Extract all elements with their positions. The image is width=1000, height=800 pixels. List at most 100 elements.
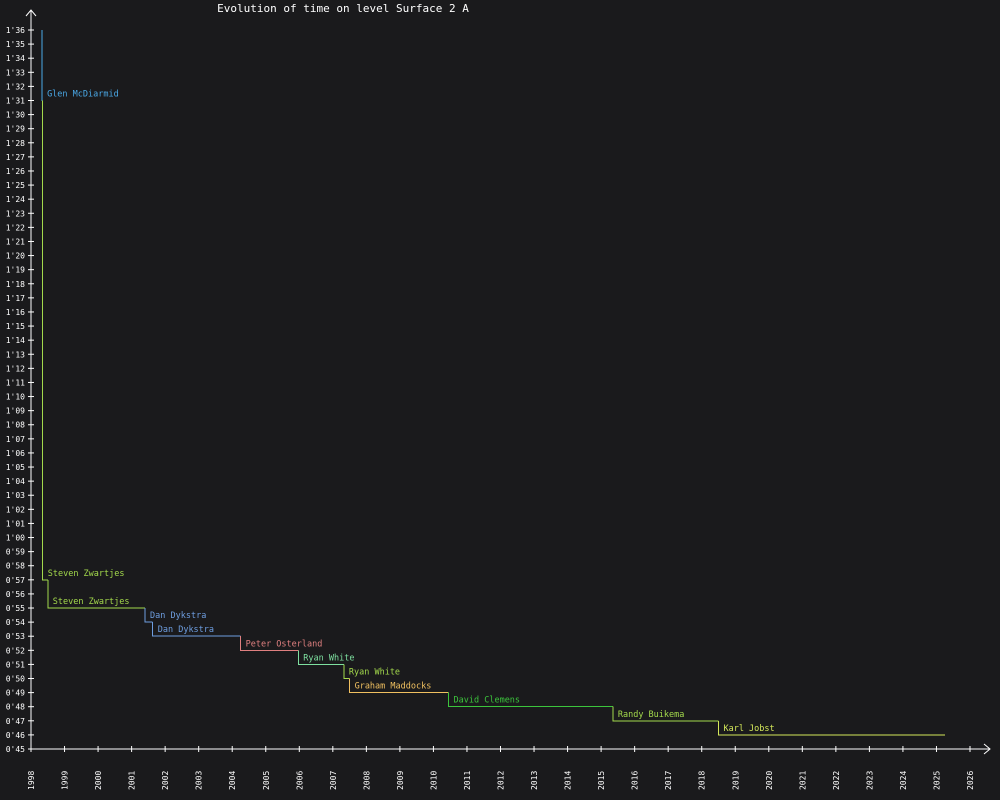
- y-tick-label: 1'00: [6, 534, 25, 543]
- x-tick-label: 2008: [362, 771, 371, 790]
- record-holder-label: Ryan White: [303, 653, 354, 663]
- x-tick-label: 1999: [61, 771, 70, 790]
- y-tick-label: 0'50: [6, 675, 25, 684]
- x-tick-label: 2017: [664, 771, 673, 790]
- y-tick-label: 1'13: [6, 350, 25, 359]
- record-segment: [448, 692, 613, 708]
- y-tick-label: 0'45: [6, 745, 25, 754]
- x-tick-label: 2002: [161, 771, 170, 790]
- y-tick-label: 1'32: [6, 82, 25, 91]
- x-axis-arrow: [983, 743, 991, 755]
- y-tick-label: 0'47: [6, 717, 25, 726]
- y-tick-label: 0'56: [6, 590, 25, 599]
- x-axis-ticks: 1998 1999 2000 2001 2002 2003 2004 2005 2006 2007…: [27, 746, 975, 790]
- y-tick-label: 1'33: [6, 68, 25, 77]
- x-tick-label: 2011: [463, 771, 472, 790]
- y-tick-label: 0'49: [6, 689, 25, 698]
- y-tick-label: 0'48: [6, 703, 25, 712]
- y-tick-label: 0'54: [6, 618, 25, 627]
- x-tick-label: 2014: [564, 771, 573, 790]
- y-tick-label: 1'27: [6, 153, 25, 162]
- x-tick-label: 2024: [899, 771, 908, 790]
- y-tick-label: 1'28: [6, 139, 25, 148]
- y-tick-label: 1'17: [6, 294, 25, 303]
- y-tick-label: 0'51: [6, 660, 25, 669]
- record-segment: [152, 622, 241, 637]
- x-tick-label: 2022: [832, 771, 841, 790]
- y-tick-label: 1'03: [6, 491, 25, 500]
- record-segment: [47, 579, 146, 609]
- y-tick-label: 1'12: [6, 364, 25, 373]
- y-axis-ticks: 0'45 0'46 0'47 0'48 0'49 0'50 0'51 0'52 0'53 0'54…: [6, 26, 34, 754]
- y-tick-label: 1'10: [6, 393, 25, 402]
- x-tick-label: 2003: [195, 771, 204, 790]
- y-axis-arrow: [25, 9, 37, 17]
- y-tick-label: 1'07: [6, 435, 25, 444]
- record-segment: [612, 706, 719, 722]
- record-segment: [343, 664, 350, 680]
- y-tick-label: 1'34: [6, 54, 25, 63]
- record-segment: [41, 30, 43, 101]
- record-holder-label: Randy Buikema: [618, 710, 685, 720]
- y-tick-label: 1'36: [6, 26, 25, 35]
- x-tick-label: 2010: [429, 771, 438, 790]
- y-tick-label: 0'58: [6, 562, 25, 571]
- record-segment: [297, 650, 344, 665]
- y-tick-label: 1'22: [6, 223, 25, 232]
- record-holder-label: Dan Dykstra: [150, 611, 206, 621]
- record-holder-label: Graham Maddocks: [355, 682, 432, 692]
- record-segment: [717, 720, 945, 736]
- record-holder-label: Karl Jobst: [723, 724, 774, 734]
- record-segment: [349, 678, 449, 694]
- x-tick-label: 2016: [631, 771, 640, 790]
- y-tick-label: 1'05: [6, 463, 25, 472]
- y-tick-label: 1'35: [6, 40, 25, 49]
- y-tick-label: 1'23: [6, 209, 25, 218]
- x-tick-label: 2005: [262, 771, 271, 790]
- y-tick-label: 1'09: [6, 407, 25, 416]
- x-tick-label: 2004: [228, 771, 237, 790]
- y-tick-label: 1'16: [6, 308, 25, 317]
- y-tick-label: 1'02: [6, 505, 25, 514]
- record-holder-label: Peter Osterland: [246, 639, 323, 649]
- y-tick-label: 1'04: [6, 477, 25, 486]
- record-holder-label: Steven Zwartjes: [53, 597, 130, 607]
- x-tick-label: 2019: [731, 771, 740, 790]
- y-tick-label: 1'20: [6, 252, 25, 261]
- record-holder-label: Dan Dykstra: [158, 625, 214, 635]
- y-tick-label: 1'19: [6, 266, 25, 275]
- y-tick-label: 1'06: [6, 449, 25, 458]
- x-tick-label: 1998: [27, 771, 36, 790]
- y-tick-label: 0'55: [6, 604, 25, 613]
- x-tick-label: 2006: [295, 771, 304, 790]
- chart-title: Evolution of time on level Surface 2 A: [217, 2, 469, 15]
- x-tick-label: 2015: [597, 771, 606, 790]
- y-tick-label: 1'25: [6, 181, 25, 190]
- y-tick-label: 1'31: [6, 96, 25, 105]
- y-tick-label: 0'52: [6, 646, 25, 655]
- record-holder-label: Steven Zwartjes: [48, 569, 125, 579]
- record-segment: [144, 608, 153, 623]
- y-tick-label: 1'21: [6, 237, 25, 246]
- x-tick-label: 2007: [329, 771, 338, 790]
- y-tick-label: 1'01: [6, 519, 25, 528]
- record-holder-label: Glen McDiarmid: [47, 89, 119, 99]
- y-tick-label: 1'29: [6, 125, 25, 134]
- y-tick-label: 0'57: [6, 576, 25, 585]
- y-tick-label: 1'11: [6, 378, 25, 387]
- x-tick-label: 2023: [865, 771, 874, 790]
- x-tick-label: 2026: [966, 771, 975, 790]
- y-tick-label: 1'26: [6, 167, 25, 176]
- x-tick-label: 2009: [396, 771, 405, 790]
- axes: [25, 9, 991, 755]
- x-tick-label: 2020: [765, 771, 774, 790]
- y-tick-label: 1'24: [6, 195, 25, 204]
- record-holder-label: Ryan White: [349, 668, 400, 678]
- x-tick-label: 2018: [698, 771, 707, 790]
- record-holder-label: David Clemens: [454, 696, 521, 706]
- x-tick-label: 2001: [128, 771, 137, 790]
- record-segment: [42, 100, 48, 581]
- y-tick-label: 1'30: [6, 111, 25, 120]
- y-tick-label: 0'46: [6, 731, 25, 740]
